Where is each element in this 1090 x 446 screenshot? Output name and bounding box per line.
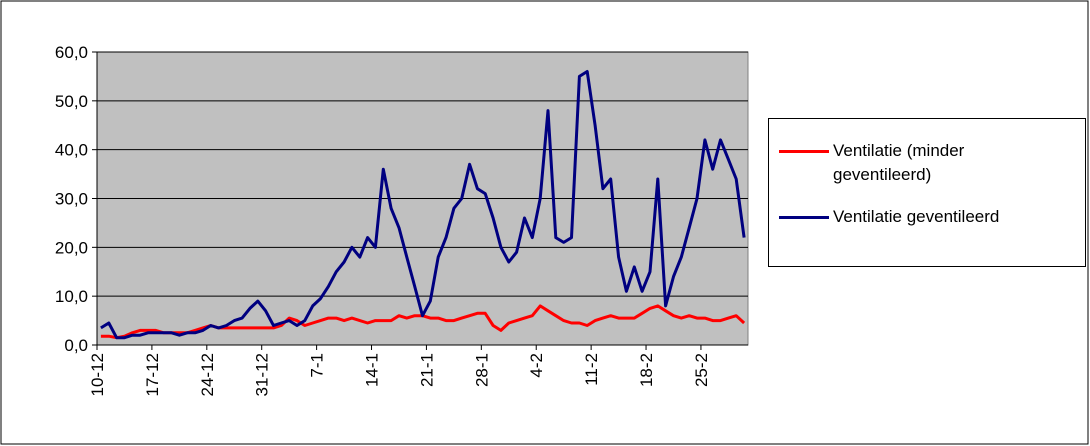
x-tick-label: 14-1 [363,353,382,387]
x-tick-label: 17-12 [143,353,162,396]
y-tick-label: 40,0 [55,141,88,160]
x-tick-label: 21-1 [417,353,436,387]
legend-label: Ventilatie geventileerd [833,207,1000,226]
x-tick-label: 28-1 [472,353,491,387]
x-tick-label: 4-2 [527,353,546,378]
y-tick-label: 20,0 [55,238,88,257]
legend-entry: Ventilatie geventileerd [779,205,1083,229]
x-tick-label: 25-2 [692,353,711,387]
x-tick-label: 11-2 [582,353,601,386]
y-tick-label: 60,0 [55,43,88,62]
x-tick-label: 31-12 [253,353,272,396]
y-tick-label: 30,0 [55,190,88,209]
legend-label: Ventilatie (minder geventileerd) [833,141,965,184]
x-tick-label: 7-1 [308,353,327,378]
legend: Ventilatie (minder geventileerd) Ventilat… [768,118,1086,267]
x-tick-label: 24-12 [198,353,217,396]
y-tick-label: 0,0 [64,336,88,355]
legend-entry: Ventilatie (minder geventileerd) [779,139,1008,187]
legend-swatch [779,216,829,219]
y-tick-label: 50,0 [55,92,88,111]
x-tick-label: 10-12 [88,353,107,396]
x-tick-label: 18-2 [637,353,656,387]
legend-swatch [779,150,829,153]
y-tick-label: 10,0 [55,287,88,306]
data-line [100,70,746,340]
